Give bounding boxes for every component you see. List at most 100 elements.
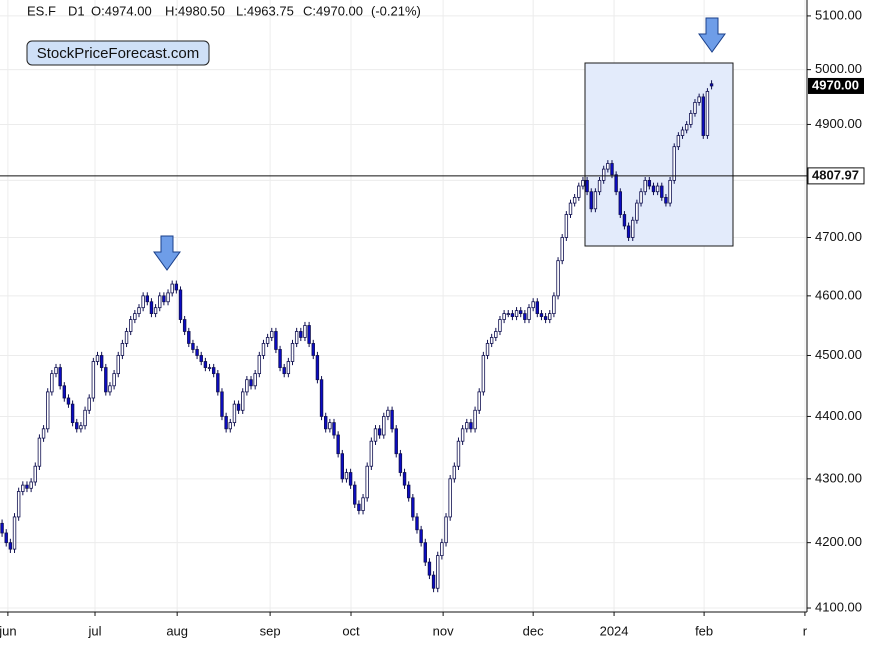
candle-body (137, 307, 141, 314)
candle-body (116, 355, 120, 375)
candle-body (220, 391, 224, 417)
watermark: StockPriceForecast.com (37, 45, 200, 62)
candle-body (684, 124, 689, 131)
candle-body (149, 301, 154, 314)
candle-body (689, 112, 693, 125)
candle-body (62, 385, 67, 399)
arrow (698, 17, 726, 53)
change-label: (-0.21%) (371, 3, 421, 18)
x-tick-label: sep (260, 623, 281, 638)
x-tick-label: dec (523, 623, 544, 638)
candle-body (182, 319, 187, 332)
candle-body (128, 319, 133, 332)
candle-body (54, 367, 58, 375)
candle-body (187, 331, 191, 344)
candle-body (319, 379, 324, 417)
candle-body (469, 422, 473, 430)
candle-body (519, 310, 523, 314)
candle-body (253, 373, 257, 387)
candle-body (216, 373, 220, 393)
y-tick-label: 4700.00 (815, 229, 862, 244)
candle-body (485, 343, 490, 356)
candle-body (70, 403, 75, 424)
candle-body (174, 283, 179, 291)
candle-body (162, 295, 166, 303)
candle-body (37, 437, 42, 467)
candle-body (477, 391, 481, 411)
arrow (153, 235, 181, 271)
y-tick-label: 4600.00 (815, 287, 862, 302)
x-tick-label: oct (342, 623, 360, 638)
candle-body (21, 484, 25, 492)
candle-body (581, 179, 585, 187)
y-tick-label: 4500.00 (815, 347, 862, 362)
candle-body (564, 214, 569, 238)
candle-body (104, 367, 108, 393)
candle-body (398, 453, 403, 473)
candle-body (419, 529, 423, 544)
candle-body (643, 179, 647, 193)
candle-body (647, 179, 652, 187)
candle-body (382, 416, 386, 436)
candle-body (307, 325, 311, 344)
candle-body (357, 503, 361, 511)
candle-body (548, 313, 552, 320)
candle-body (153, 307, 158, 314)
candle-body (672, 146, 676, 181)
candle-body (290, 343, 295, 362)
candle-body (336, 434, 340, 455)
candle-body (4, 532, 8, 544)
candle-body (91, 361, 96, 399)
candle-body (676, 135, 681, 148)
candle-body (527, 307, 531, 320)
x-tick-label: r (803, 623, 808, 638)
candle-body (191, 343, 195, 350)
candle-body (265, 337, 270, 344)
x-tick-label: 2024 (600, 623, 629, 638)
candle-body (386, 409, 390, 417)
candle-body (535, 301, 540, 314)
candle-body (473, 409, 477, 430)
high-label: H:4980.50 (165, 3, 225, 18)
candle-body (46, 391, 50, 430)
candle-body (635, 202, 639, 221)
candle-body (178, 289, 183, 320)
candle-body (261, 343, 266, 356)
candle-body (83, 409, 87, 427)
candle-body (108, 385, 112, 393)
candle-body (373, 428, 378, 442)
candle-body (664, 196, 668, 204)
candle-body (249, 379, 253, 387)
candle-body (622, 214, 627, 227)
last-price-label: 4970.00 (812, 77, 859, 92)
candle-body (411, 497, 415, 518)
highlight-box (584, 62, 734, 247)
symbol: ES.F (27, 3, 56, 18)
watermark-box (26, 40, 210, 66)
candle-body (444, 516, 448, 544)
candle-body (286, 361, 291, 375)
candle-body (436, 555, 440, 589)
candle-body (282, 367, 286, 375)
candle-body (348, 472, 353, 486)
candle-body (614, 174, 618, 193)
candle-body (294, 331, 299, 344)
candle-body (460, 428, 465, 442)
candle-body (158, 295, 162, 309)
x-tick-label: jun (0, 623, 17, 638)
candle-body (452, 465, 457, 480)
candle-body (75, 422, 79, 430)
candle-body (523, 313, 527, 320)
candle-body (406, 484, 411, 499)
candle-body (232, 403, 237, 424)
candle-body (328, 422, 332, 430)
candle-body (353, 484, 357, 505)
candle-body (709, 83, 714, 87)
candle-body (498, 319, 502, 332)
candle-body (199, 355, 203, 362)
candle-body (465, 422, 469, 430)
candle-body (257, 355, 262, 375)
candle-body (133, 313, 137, 320)
y-tick-label: 4400.00 (815, 408, 862, 423)
